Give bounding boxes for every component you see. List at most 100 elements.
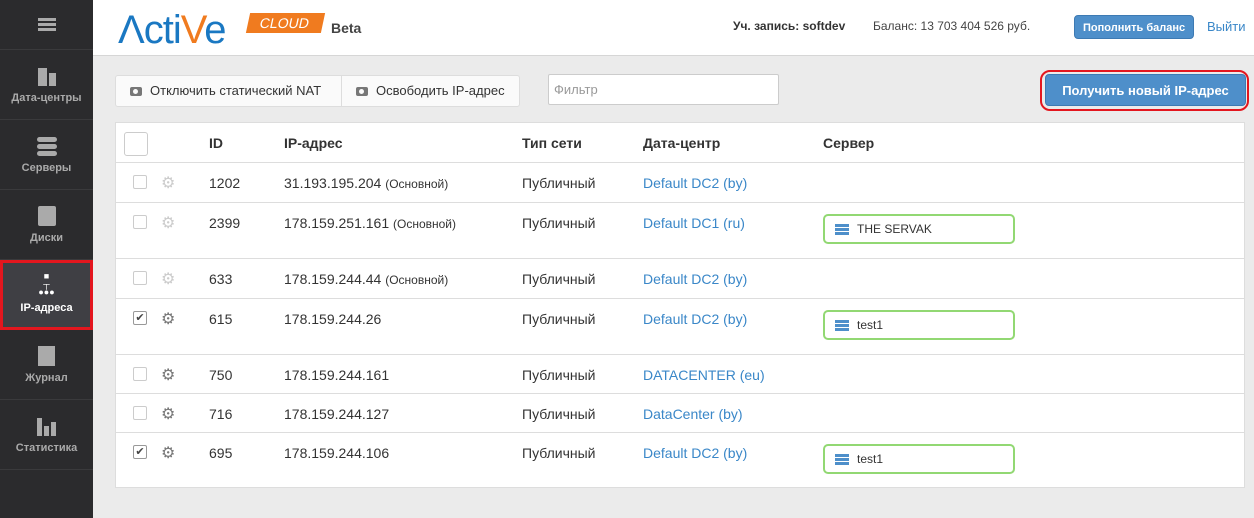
network-icon: ■ ┬ ●●● xyxy=(38,270,55,297)
datacenter-link[interactable]: DATACENTER (eu) xyxy=(643,367,765,383)
sidebar-item-1[interactable]: Серверы xyxy=(0,120,93,190)
network-type: Публичный xyxy=(522,367,596,383)
sidebar: Дата-центры Серверы Диски ■ ┬ ●●● IP-адреса Жур… xyxy=(0,0,93,518)
table-row: ⚙ 2399 178.159.251.161 (Основной) Публич… xyxy=(116,203,1244,259)
select-all-checkbox[interactable] xyxy=(124,132,148,156)
row-checkbox[interactable] xyxy=(133,406,147,420)
ip-value: 31.193.195.204 xyxy=(284,175,382,191)
server-icon xyxy=(835,453,849,465)
server-badge[interactable]: test1 xyxy=(823,444,1015,474)
server-badge[interactable]: test1 xyxy=(823,310,1015,340)
sidebar-item-label: Журнал xyxy=(25,371,68,384)
network-type: Публичный xyxy=(522,215,596,231)
row-checkbox[interactable] xyxy=(133,175,147,189)
server-name: THE SERVAK xyxy=(857,222,932,236)
ip-value: 178.159.244.26 xyxy=(284,311,382,327)
header-server[interactable]: Сервер xyxy=(823,135,875,151)
notepad-icon xyxy=(37,345,57,366)
ip-id: 615 xyxy=(209,311,233,327)
gear-icon[interactable]: ⚙ xyxy=(161,311,176,328)
ip-id: 750 xyxy=(209,367,233,383)
gear-icon[interactable]: ⚙ xyxy=(161,215,176,232)
ip-table: ID IP-адрес Тип сети Дата-центр Сервер ⚙… xyxy=(115,122,1245,488)
logout-link[interactable]: Выйти xyxy=(1207,19,1246,34)
row-checkbox[interactable] xyxy=(133,271,147,285)
gear-icon[interactable]: ⚙ xyxy=(161,271,176,288)
table-row: ⚙ 750 178.159.244.161 Публичный DATACENT… xyxy=(116,355,1244,394)
disable-nat-label: Отключить статический NAT xyxy=(150,83,322,98)
table-row: ⚙ 1202 31.193.195.204 (Основной) Публичн… xyxy=(116,163,1244,203)
ip-tag: (Основной) xyxy=(393,217,457,231)
header-ip[interactable]: IP-адрес xyxy=(284,135,343,151)
datacenter-link[interactable]: Default DC2 (by) xyxy=(643,445,748,461)
balance-label: Баланс: 13 703 404 526 руб. xyxy=(873,19,1031,33)
datacenter-link[interactable]: Default DC2 (by) xyxy=(643,271,748,287)
disk-icon xyxy=(37,205,57,226)
ip-address: 178.159.244.161 xyxy=(284,367,389,383)
row-checkbox[interactable]: ✔ xyxy=(133,311,147,325)
hamburger-menu-icon[interactable] xyxy=(0,0,93,50)
ip-value: 178.159.251.161 xyxy=(284,215,390,231)
server-icon xyxy=(36,136,57,156)
ip-id: 2399 xyxy=(209,215,241,231)
filter-input[interactable]: Фильтр xyxy=(548,74,779,105)
ip-address: 31.193.195.204 (Основной) xyxy=(284,175,448,191)
logo[interactable]: ΛctiVe xyxy=(118,8,226,52)
ip-value: 178.159.244.127 xyxy=(284,406,390,422)
ip-address: 178.159.244.127 xyxy=(284,406,389,422)
datacenter-link[interactable]: Default DC2 (by) xyxy=(643,311,748,327)
header: ΛctiVe CLOUD Beta Уч. запись: softdev Ба… xyxy=(93,0,1254,56)
ip-address: 178.159.244.26 xyxy=(284,311,381,327)
gear-icon[interactable]: ⚙ xyxy=(161,445,176,462)
ip-tag: (Основной) xyxy=(385,177,449,191)
server-badge[interactable]: THE SERVAK xyxy=(823,214,1015,244)
sidebar-item-label: Статистика xyxy=(15,441,78,454)
bar-chart-icon xyxy=(37,416,57,436)
building-icon xyxy=(37,66,57,86)
header-type[interactable]: Тип сети xyxy=(522,135,582,151)
gear-icon[interactable]: ⚙ xyxy=(161,367,176,384)
header-id[interactable]: ID xyxy=(209,135,223,151)
table-header: ID IP-адрес Тип сети Дата-центр Сервер xyxy=(116,123,1244,163)
ip-address: 178.159.244.44 (Основной) xyxy=(284,271,448,287)
datacenter-link[interactable]: Default DC1 (ru) xyxy=(643,215,745,231)
sidebar-item-4[interactable]: Журнал xyxy=(0,330,93,400)
datacenter-link[interactable]: Default DC2 (by) xyxy=(643,175,748,191)
topup-button[interactable]: Пополнить баланс xyxy=(1074,15,1195,39)
sidebar-item-label: Дата-центры xyxy=(11,91,82,104)
ip-id: 633 xyxy=(209,271,233,287)
sidebar-item-label: Диски xyxy=(30,231,63,244)
table-row: ⚙ 633 178.159.244.44 (Основной) Публичны… xyxy=(116,259,1244,299)
sidebar-item-label: IP-адреса xyxy=(20,301,73,314)
server-icon xyxy=(835,223,849,235)
network-type: Публичный xyxy=(522,311,596,327)
sidebar-item-0[interactable]: Дата-центры xyxy=(0,50,93,120)
sidebar-item-label: Серверы xyxy=(21,161,72,174)
gear-icon[interactable]: ⚙ xyxy=(161,406,176,423)
datacenter-link[interactable]: DataCenter (by) xyxy=(643,406,743,422)
new-ip-button[interactable]: Получить новый IP-адрес xyxy=(1045,74,1246,106)
sidebar-item-2[interactable]: Диски xyxy=(0,190,93,260)
gear-icon[interactable]: ⚙ xyxy=(161,175,176,192)
ip-id: 695 xyxy=(209,445,233,461)
highlight-annotation xyxy=(1040,70,1249,111)
row-checkbox[interactable] xyxy=(133,215,147,229)
row-checkbox[interactable] xyxy=(133,367,147,381)
sidebar-item-5[interactable]: Статистика xyxy=(0,400,93,470)
header-dc[interactable]: Дата-центр xyxy=(643,135,721,151)
account-label: Уч. запись: softdev xyxy=(733,19,846,33)
server-icon xyxy=(835,319,849,331)
release-ip-label: Освободить IP-адрес xyxy=(376,83,505,98)
camera-icon xyxy=(356,86,368,96)
table-row: ✔ ⚙ 695 178.159.244.106 Публичный Defaul… xyxy=(116,433,1244,488)
action-toolbar: Отключить статический NAT Освободить IP-… xyxy=(115,75,520,107)
row-checkbox[interactable]: ✔ xyxy=(133,445,147,459)
network-type: Публичный xyxy=(522,406,596,422)
network-type: Публичный xyxy=(522,271,596,287)
network-type: Публичный xyxy=(522,175,596,191)
server-name: test1 xyxy=(857,452,884,466)
sidebar-item-3[interactable]: ■ ┬ ●●● IP-адреса xyxy=(0,260,93,330)
table-row: ✔ ⚙ 615 178.159.244.26 Публичный Default… xyxy=(116,299,1244,355)
disable-nat-button[interactable]: Отключить статический NAT xyxy=(116,76,342,106)
release-ip-button[interactable]: Освободить IP-адрес xyxy=(342,76,519,106)
